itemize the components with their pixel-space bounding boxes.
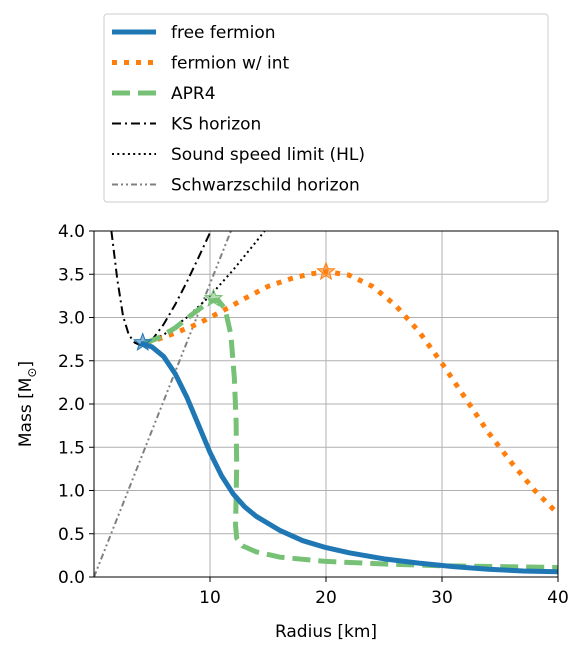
x-tick-label: 40: [547, 588, 569, 608]
legend-label-sound-speed-limit-hl: Sound speed limit (HL): [171, 145, 365, 165]
x-tick-label: 30: [431, 588, 453, 608]
legend-label-ks-horizon: KS horizon: [171, 115, 261, 135]
y-tick-label: 2.5: [58, 352, 85, 372]
y-axis-label: Mass [M⊙]: [16, 361, 39, 447]
x-axis-label: Radius [km]: [275, 622, 377, 642]
max-mass-star-apr4: [203, 288, 224, 307]
series-line-fermion-w-int: [145, 269, 558, 516]
max-mass-star-free-fermion: [132, 332, 153, 352]
y-tick-label: 3.0: [58, 309, 85, 329]
max-mass-star-fermion-w-int: [316, 261, 336, 281]
y-tick-label: 0.0: [58, 568, 85, 588]
y-tick-label: 1.5: [58, 438, 85, 458]
x-tick-label: 10: [199, 588, 221, 608]
legend-label-schwarzschild-horizon: Schwarzschild horizon: [171, 176, 360, 196]
legend-label-free-fermion: free fermion: [171, 23, 276, 43]
plot-area: [93, 230, 559, 578]
legend: free fermion fermion w/ int APR4 KS horizon…: [103, 13, 549, 203]
y-tick-label: 0.5: [58, 525, 85, 545]
y-tick-label: 4.0: [58, 222, 85, 242]
series-line-free-fermion: [139, 341, 558, 575]
legend-frame: [103, 13, 549, 203]
x-tick-label: 20: [315, 588, 337, 608]
legend-label-apr4: APR4: [171, 84, 216, 104]
series-line-schwarzschild-horizon: [94, 231, 232, 577]
y-tick-label: 1.0: [58, 482, 85, 502]
series-line-apr4: [143, 297, 558, 570]
series-line-ks-horizon: [110, 231, 213, 347]
y-tick-label: 3.5: [58, 265, 85, 285]
y-tick-label: 2.0: [58, 395, 85, 415]
legend-label-fermion-w-int: fermion w/ int: [171, 54, 290, 74]
series-line-sound-speed-limit-hl: [139, 231, 266, 347]
